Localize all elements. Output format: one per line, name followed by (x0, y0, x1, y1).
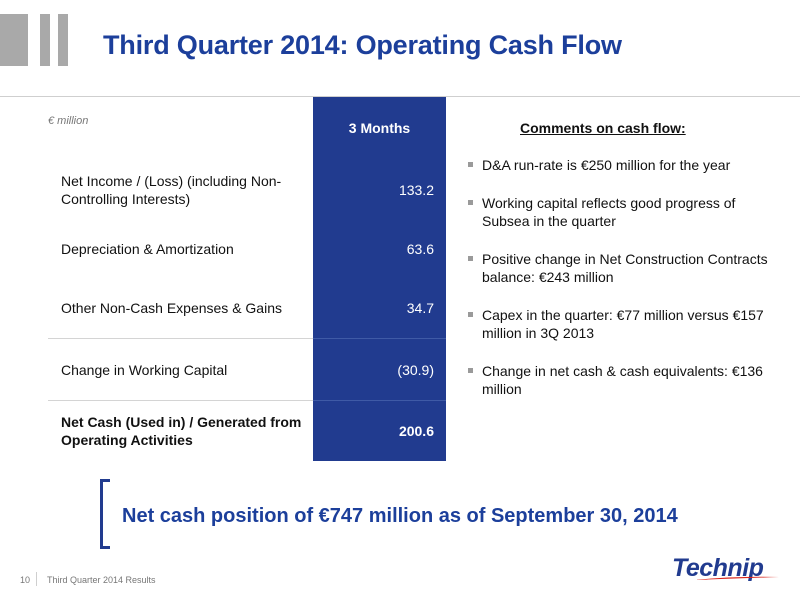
page-number: 10 (20, 575, 31, 585)
row-label: Net Cash (Used in) / Generated from Oper… (61, 414, 302, 448)
footer-divider (36, 572, 37, 586)
table-row: Depreciation & Amortization 63.6 (48, 221, 446, 277)
technip-logo: Technip (672, 548, 782, 584)
net-cash-highlight: Net cash position of €747 million as of … (122, 505, 678, 527)
table-row: Change in Working Capital (30.9) (48, 339, 446, 401)
logo-swoosh-icon (694, 576, 779, 580)
bullet-square-icon (468, 200, 473, 205)
table-row: Net Income / (Loss) (including Non-Contr… (48, 159, 446, 221)
row-divider (48, 400, 446, 401)
row-value: 63.6 (313, 221, 446, 277)
column-header-3-months: 3 Months (313, 97, 446, 159)
bullet-square-icon (468, 312, 473, 317)
table-row-total: Net Cash (Used in) / Generated from Oper… (48, 401, 446, 461)
highlight-bracket (100, 479, 110, 549)
footer-text: Third Quarter 2014 Results (47, 575, 156, 585)
row-divider (313, 338, 446, 339)
row-label: Net Income / (Loss) (including Non-Contr… (61, 173, 282, 207)
bullet-square-icon (468, 368, 473, 373)
unit-label: € million (48, 115, 89, 127)
row-value: (30.9) (313, 339, 446, 401)
row-divider (48, 338, 446, 339)
slide-title: Third Quarter 2014: Operating Cash Flow (103, 30, 622, 60)
bullet-square-icon (468, 256, 473, 261)
row-label: Other Non-Cash Expenses & Gains (61, 300, 282, 316)
comments-title: Comments on cash flow: (520, 120, 686, 136)
row-label: Change in Working Capital (61, 362, 228, 378)
row-value: 200.6 (313, 401, 446, 461)
bullet-square-icon (468, 162, 473, 167)
row-value: 133.2 (313, 159, 446, 221)
table-row: Other Non-Cash Expenses & Gains 34.7 (48, 277, 446, 339)
title-divider (0, 96, 800, 97)
row-divider (313, 400, 446, 401)
row-value: 34.7 (313, 277, 446, 339)
decorative-bars (0, 14, 70, 66)
row-label: Depreciation & Amortization (61, 241, 234, 257)
